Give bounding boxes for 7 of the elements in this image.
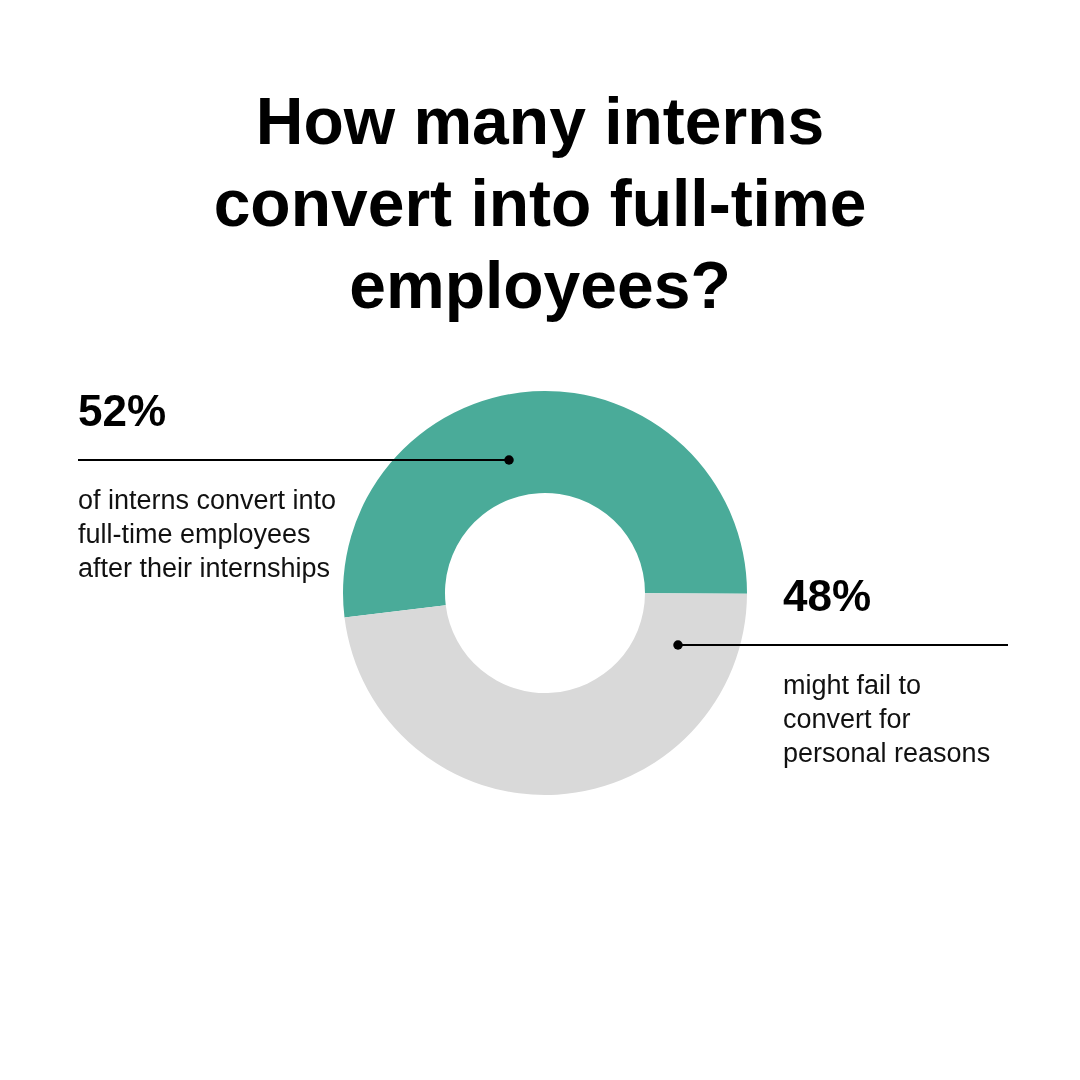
chart-title: How many interns convert into full-time employees?	[213, 84, 867, 322]
donut-slice	[344, 593, 747, 795]
donut-slice	[343, 391, 747, 618]
data-label: 48%	[783, 571, 872, 620]
data-label: 52%	[78, 386, 167, 435]
slice-label: might fail to convert for personal reasons	[783, 670, 991, 768]
slice-label: of interns convert into full-time employees after their internships	[78, 485, 337, 583]
